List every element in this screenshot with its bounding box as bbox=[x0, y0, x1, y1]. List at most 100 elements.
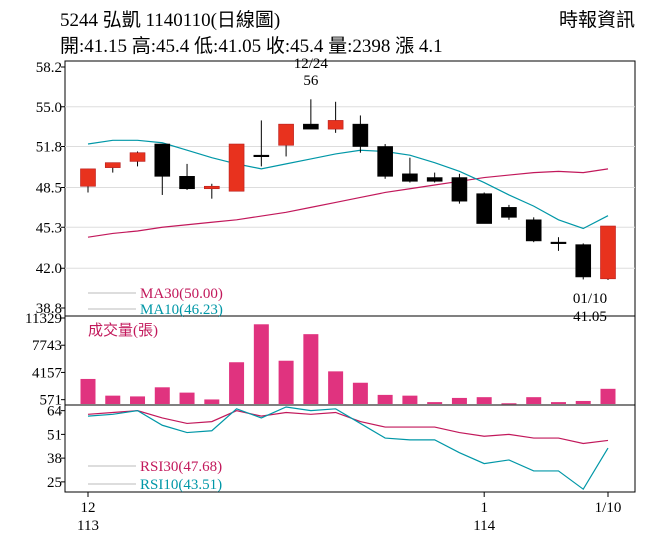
moving-average-layer bbox=[87, 139, 609, 238]
rsi-line-layer bbox=[87, 406, 609, 491]
candle-body bbox=[550, 241, 567, 244]
candle-body bbox=[179, 176, 195, 190]
volume-bar bbox=[402, 395, 418, 404]
rsi30-line bbox=[87, 410, 609, 445]
data-source: 時報資訊 bbox=[559, 9, 635, 31]
volume-bar bbox=[550, 402, 566, 404]
candle-body bbox=[303, 123, 319, 130]
candlestick bbox=[426, 172, 443, 183]
candlestick bbox=[179, 163, 195, 190]
volume-tick-label: 11329 bbox=[25, 311, 62, 327]
candle-body bbox=[476, 193, 492, 224]
candle-body bbox=[104, 162, 121, 168]
price-tick-label: 42.0 bbox=[36, 261, 62, 277]
rsi-tick-label: 25 bbox=[47, 475, 62, 491]
volume-bar bbox=[427, 402, 443, 404]
candle-body bbox=[352, 123, 369, 147]
candle-body bbox=[426, 177, 443, 182]
price-tick-label: 55.0 bbox=[36, 100, 62, 116]
volume-bar bbox=[352, 382, 368, 404]
ma10-line bbox=[87, 139, 609, 230]
rsi30-legend: RSI30(47.68) bbox=[140, 459, 222, 475]
volume-bar bbox=[278, 360, 294, 404]
price-tick-label: 45.3 bbox=[36, 220, 62, 236]
candlestick bbox=[278, 123, 294, 157]
volume-bar bbox=[229, 362, 245, 404]
rsi-tick-label: 51 bbox=[47, 427, 62, 443]
candle-body bbox=[575, 244, 592, 278]
candlestick bbox=[303, 99, 319, 130]
candlestick bbox=[327, 101, 344, 133]
volume-tick-label: 4157 bbox=[32, 365, 63, 381]
candle-body bbox=[377, 146, 393, 177]
x-tick-year-label: 114 bbox=[473, 518, 495, 534]
price-tick-label: 38.8 bbox=[36, 301, 62, 317]
candlestick bbox=[525, 217, 542, 243]
volume-tick-label: 7743 bbox=[32, 338, 62, 354]
ma30-line bbox=[87, 168, 609, 238]
candlestick bbox=[550, 237, 567, 251]
candlestick bbox=[451, 173, 468, 204]
low-annotation-date: 01/10 bbox=[573, 291, 607, 307]
candlestick bbox=[402, 157, 418, 183]
volume-bar bbox=[130, 396, 146, 404]
volume-bar bbox=[80, 378, 96, 404]
volume-bar bbox=[377, 394, 393, 404]
candlestick bbox=[377, 144, 393, 179]
rsi-panel-frame bbox=[64, 404, 636, 493]
volume-bar bbox=[204, 399, 220, 404]
grid-layer bbox=[65, 106, 635, 269]
candle-body bbox=[253, 154, 270, 158]
candlestick bbox=[204, 183, 220, 199]
candlestick bbox=[352, 115, 369, 153]
candle-body bbox=[204, 185, 220, 190]
volume-bar bbox=[303, 334, 319, 404]
candlestick bbox=[600, 225, 616, 281]
volume-bar bbox=[328, 371, 344, 404]
candlestick bbox=[575, 243, 592, 280]
volume-bar bbox=[451, 397, 467, 404]
rsi-tick-label: 38 bbox=[47, 451, 62, 467]
candlestick bbox=[129, 151, 146, 167]
candle-body bbox=[525, 219, 542, 242]
rsi10-line bbox=[87, 406, 609, 491]
candlestick bbox=[228, 143, 245, 192]
candle-body bbox=[501, 207, 517, 218]
price-panel-frame bbox=[64, 60, 636, 317]
chart-title: 5244 弘凱 1140110(日線圖) bbox=[60, 9, 280, 31]
volume-bar bbox=[105, 395, 121, 404]
volume-bar bbox=[154, 387, 170, 404]
candlestick bbox=[80, 168, 96, 193]
low-annotation-value: 41.05 bbox=[573, 309, 607, 325]
volume-bar bbox=[501, 403, 517, 405]
volume-title: 成交量(張) bbox=[88, 321, 158, 339]
volume-bar bbox=[600, 388, 616, 404]
candle-body bbox=[451, 177, 468, 202]
candlestick bbox=[476, 192, 492, 224]
candlestick-layer bbox=[80, 99, 616, 281]
rsi-tick-label: 64 bbox=[47, 404, 63, 420]
x-tick-label: 12 bbox=[81, 500, 96, 516]
high-annotation-value: 56 bbox=[303, 73, 319, 89]
candlestick bbox=[154, 143, 171, 195]
volume-bar bbox=[179, 392, 195, 404]
high-annotation-date: 12/24 bbox=[294, 56, 329, 72]
volume-bar bbox=[575, 400, 591, 404]
volume-tick-label: 571 bbox=[40, 393, 63, 409]
candle-body bbox=[402, 173, 418, 182]
volume-bar bbox=[526, 397, 542, 404]
candle-body bbox=[228, 143, 245, 192]
rsi10-legend: RSI10(43.51) bbox=[140, 477, 222, 493]
candle-body bbox=[600, 225, 616, 280]
ma30-legend: MA30(50.00) bbox=[140, 286, 223, 302]
x-tick-year-label: 113 bbox=[77, 518, 99, 534]
x-tick-label: 1/10 bbox=[595, 500, 622, 516]
volume-bar-layer bbox=[80, 324, 616, 405]
volume-bar bbox=[476, 397, 492, 404]
candlestick bbox=[104, 162, 121, 173]
price-summary: 開:41.15 高:45.4 低:41.05 收:45.4 量:2398 漲 4… bbox=[60, 35, 443, 57]
candle-body bbox=[129, 152, 146, 162]
